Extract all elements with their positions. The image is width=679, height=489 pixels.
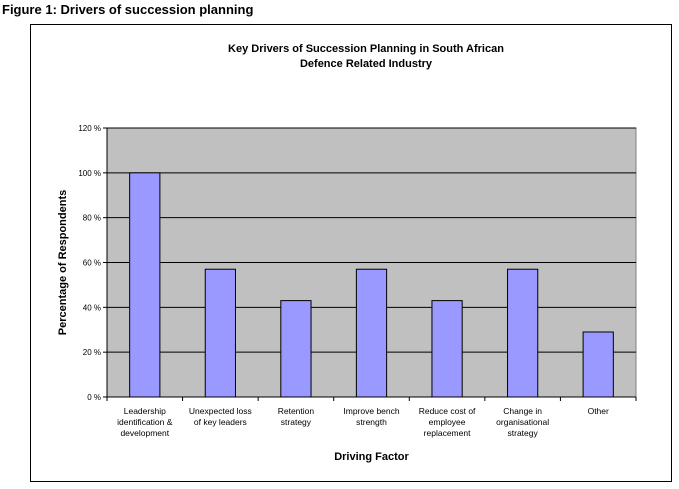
x-tick-label: Change in organisational strategy <box>496 406 549 438</box>
x-tick-label: Improve bench strength <box>343 406 399 427</box>
y-tick-label: 120 % <box>78 124 101 133</box>
bar <box>280 300 312 398</box>
bar <box>129 172 161 398</box>
y-tick-label: 100 % <box>78 169 101 178</box>
x-axis-label: Driving Factor <box>334 451 409 463</box>
bar <box>355 268 388 398</box>
y-axis: 0 % 20 % 40 % 60 % 80 % 100 % 120 % <box>78 124 108 402</box>
bars <box>129 172 614 398</box>
y-tick-label: 40 % <box>83 303 101 312</box>
bar <box>582 331 614 398</box>
x-tick-label: Unexpected loss of key leaders <box>189 406 252 427</box>
x-tick-label: Retention strategy <box>278 406 315 427</box>
chart-title: Key Drivers of Succession Planning in So… <box>228 43 504 70</box>
y-tick-label: 60 % <box>83 259 101 268</box>
chart-title-line: Key Drivers of Succession Planning in So… <box>228 43 504 55</box>
figure-caption: Figure 1: Drivers of succession planning <box>2 2 254 17</box>
y-tick-label: 80 % <box>83 214 101 223</box>
bar <box>431 300 463 398</box>
x-tick-label: Leadership identification & development <box>117 406 173 438</box>
bar <box>507 268 539 398</box>
y-axis-label: Percentage of Respondents <box>57 190 69 335</box>
bar <box>204 268 236 398</box>
chart-title-line: Defence Related Industry <box>300 58 433 70</box>
x-tick-label: Reduce cost of employee replacement <box>419 406 476 438</box>
x-axis: Leadership identification & development Une… <box>106 396 637 438</box>
x-tick-label: Other <box>588 406 609 416</box>
y-tick-label: 20 % <box>83 348 101 357</box>
y-tick-label: 0 % <box>87 393 101 402</box>
